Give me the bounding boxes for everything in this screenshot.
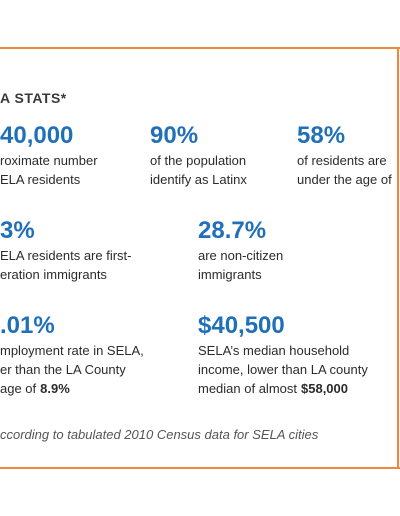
stat-text-line: SELA’s median household — [198, 343, 350, 358]
stat-value: 40,000 — [0, 122, 74, 149]
stat-text: eration immigrants — [0, 265, 132, 284]
stat-text-line: ELA residents are first- — [0, 248, 132, 263]
stat-text-line: of the population — [150, 153, 247, 168]
stat-block: 28.7% are non-citizen immigrants — [198, 216, 283, 284]
border-bottom — [0, 467, 400, 469]
stat-text-line: mployment rate in SELA, — [0, 343, 144, 358]
stat-emphasis: 8.9% — [40, 381, 70, 396]
stat-text: ELA residents — [0, 170, 98, 189]
stat-text-line: immigrants — [198, 267, 262, 282]
stat-block: 90% of the population identify as Latinx — [150, 121, 247, 189]
stat-text: median of almost $58,000 — [198, 379, 368, 398]
stat-text-line: er than the LA County — [0, 362, 126, 377]
border-right — [397, 47, 399, 469]
stat-value: 3% — [0, 217, 35, 244]
stat-text: roximate number — [0, 151, 98, 170]
stat-text: mployment rate in SELA, — [0, 341, 144, 360]
stat-text-line: age of — [0, 381, 37, 396]
section-title: A STATS* — [0, 90, 67, 106]
stat-block: $40,500 SELA’s median household income, lo… — [198, 311, 368, 398]
stat-text-line: median of almost — [198, 381, 297, 396]
stat-text-line: ELA residents — [0, 172, 81, 187]
stat-block: 3% ELA residents are first-eration immigr… — [0, 216, 132, 284]
stat-text: of residents are — [297, 151, 392, 170]
stat-text: identify as Latinx — [150, 170, 247, 189]
stat-text: of the population — [150, 151, 247, 170]
stat-text: er than the LA County — [0, 360, 144, 379]
stat-emphasis: $58,000 — [301, 381, 348, 396]
stat-text-line: income, lower than LA county — [198, 362, 368, 377]
stat-value: .01% — [0, 312, 55, 339]
footnote: ccording to tabulated 2010 Census data f… — [0, 427, 319, 442]
stat-text: are non-citizen — [198, 246, 283, 265]
stat-block: 40,000 roximate number ELA residents — [0, 121, 98, 189]
stat-value: 28.7% — [198, 217, 267, 244]
stat-block: .01% mployment rate in SELA, er than the L… — [0, 311, 144, 398]
stat-text-line: are non-citizen — [198, 248, 284, 263]
stat-value: 58% — [297, 122, 346, 149]
stat-value: 90% — [150, 122, 199, 149]
stat-text-line: of residents are — [297, 153, 387, 168]
stat-text: age of 8.9% — [0, 379, 144, 398]
border-top — [0, 47, 400, 49]
stat-text: SELA’s median household — [198, 341, 368, 360]
stat-text-line: eration immigrants — [0, 267, 107, 282]
stat-text-line: roximate number — [0, 153, 98, 168]
stat-text: ELA residents are first- — [0, 246, 132, 265]
stat-text-line: under the age of — [297, 172, 392, 187]
stat-text: immigrants — [198, 265, 283, 284]
stat-text: under the age of — [297, 170, 392, 189]
stat-text: income, lower than LA county — [198, 360, 368, 379]
stat-value: $40,500 — [198, 312, 285, 339]
stat-block: 58% of residents are under the age of — [297, 121, 392, 189]
stat-text-line: identify as Latinx — [150, 172, 247, 187]
